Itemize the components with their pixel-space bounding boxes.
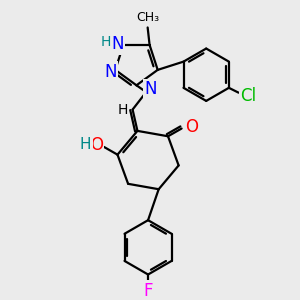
Text: O: O — [90, 136, 103, 154]
Text: N: N — [111, 35, 124, 53]
Text: F: F — [143, 282, 153, 300]
Text: Cl: Cl — [240, 87, 256, 105]
Text: H: H — [101, 35, 111, 49]
Text: CH₃: CH₃ — [136, 11, 159, 24]
Text: N: N — [104, 63, 117, 81]
Text: N: N — [145, 80, 157, 98]
Text: H: H — [118, 103, 128, 116]
Text: O: O — [185, 118, 198, 136]
Text: H: H — [80, 137, 91, 152]
